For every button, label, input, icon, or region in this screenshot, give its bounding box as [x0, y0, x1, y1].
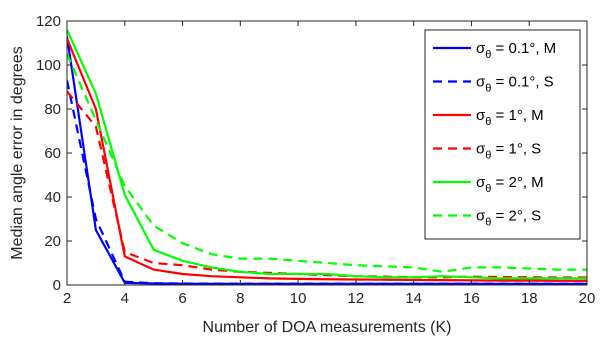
legend-box	[424, 29, 581, 240]
legend-label: σθ = 1°, S	[476, 141, 541, 162]
y-tick-label: 40	[44, 189, 61, 206]
y-tick-label: 120	[36, 13, 61, 30]
x-tick-label: 6	[178, 290, 186, 307]
series-line-3	[67, 38, 587, 282]
legend-label: σθ = 2°, M	[476, 174, 544, 195]
legend: σθ = 0.1°, M σθ = 0.1°, S σθ = 1°, M σθ = 1…	[424, 29, 581, 240]
legend-entry: σθ = 0.1°, M	[433, 40, 556, 61]
plot-area	[67, 29, 587, 285]
legend-entry: σθ = 2°, S	[433, 208, 541, 229]
x-tick-label: 18	[521, 290, 538, 307]
legend-entry: σθ = 1°, S	[433, 141, 541, 162]
x-axis-label: Number of DOA measurements (K)	[203, 319, 452, 336]
x-tick-label: 4	[121, 290, 129, 307]
y-tick-label: 0	[53, 277, 61, 294]
x-tick-label: 12	[348, 290, 365, 307]
axes: 2 4 6 8 10 12 14 16 18 20 0 20 40 60 80 100 120	[36, 13, 595, 307]
x-tick-label: 10	[290, 290, 307, 307]
legend-entry: σθ = 0.1°, S	[433, 74, 554, 95]
legend-entry: σθ = 2°, M	[433, 174, 544, 195]
x-tick-label: 20	[579, 290, 596, 307]
y-tick-label: 100	[36, 57, 61, 74]
x-tick-label: 2	[63, 290, 71, 307]
series-line-2	[67, 80, 587, 285]
x-tick-label: 14	[405, 290, 422, 307]
series-line-6	[67, 53, 587, 273]
legend-entry: σθ = 1°, M	[433, 107, 544, 128]
legend-label: σθ = 0.1°, S	[476, 74, 554, 95]
x-tick-label: 16	[463, 290, 480, 307]
y-tick-label: 20	[44, 233, 61, 250]
legend-label: σθ = 1°, M	[476, 107, 544, 128]
y-axis-label: Median angle error in degrees	[9, 46, 26, 259]
legend-label: σθ = 0.1°, M	[476, 40, 556, 61]
legend-label: σθ = 2°, S	[476, 208, 541, 229]
y-tick-label: 60	[44, 145, 61, 162]
x-tick-label: 8	[236, 290, 244, 307]
y-tick-label: 80	[44, 101, 61, 118]
series-line-5	[67, 29, 587, 280]
